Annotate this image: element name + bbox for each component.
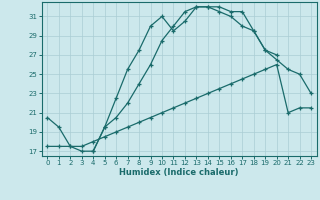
- X-axis label: Humidex (Indice chaleur): Humidex (Indice chaleur): [119, 168, 239, 177]
